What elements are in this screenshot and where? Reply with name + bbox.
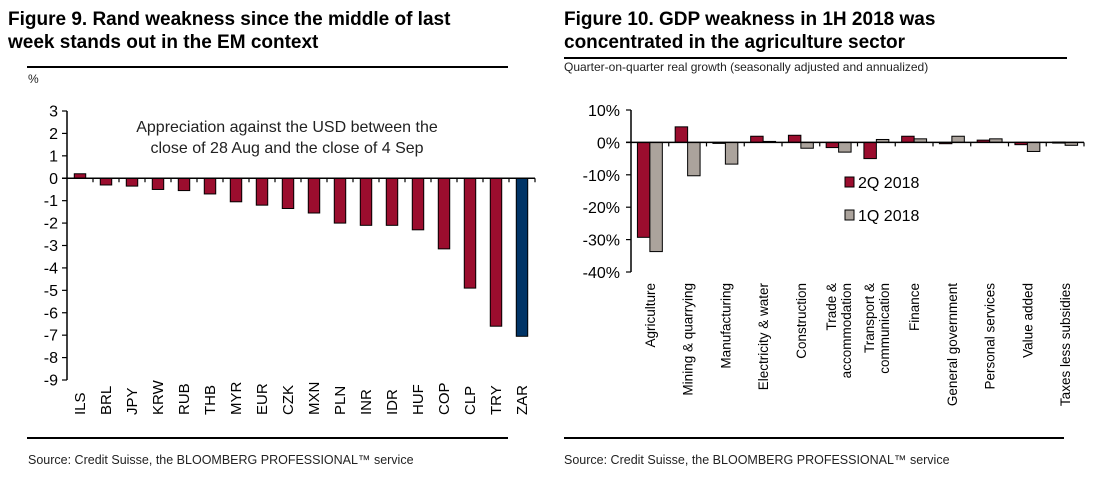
- x-tick-label: MXN: [306, 382, 323, 415]
- y-tick-label: -1: [44, 193, 58, 210]
- x-tick-label: Personal services: [983, 283, 998, 390]
- y-tick-label: 2: [49, 126, 58, 143]
- bar-2q-7: [901, 135, 915, 143]
- figure-9-title-rule: [27, 66, 508, 68]
- x-tick-label: accommodation: [839, 283, 854, 378]
- figure-10-title-rule: [564, 57, 1067, 59]
- figure-9-title-line-1: Figure 9. Rand weakness since the middle…: [8, 9, 451, 30]
- bar-1q-8: [951, 135, 965, 143]
- x-tick-label: CLP: [462, 386, 479, 415]
- legend-swatch-2q: [844, 176, 855, 188]
- y-tick-label: -2: [44, 216, 58, 233]
- figure-10-source: Source: Credit Suisse, the BLOOMBERG PRO…: [564, 453, 950, 467]
- x-tick-label: INR: [358, 389, 375, 415]
- annotation-line-1: Appreciation against the USD between the: [136, 119, 438, 136]
- figure-9-source: Source: Credit Suisse, the BLOOMBERG PRO…: [28, 453, 414, 467]
- legend-label-2q: 2Q 2018: [858, 175, 919, 192]
- y-tick-label: 1: [49, 148, 58, 165]
- annotation-line-2: close of 28 Aug and the close of 4 Sep: [150, 140, 423, 157]
- x-tick-label: Value added: [1020, 283, 1035, 358]
- y-tick-label: -20%: [583, 200, 620, 217]
- bar-2q-1: [674, 126, 689, 143]
- figure-10-subtitle: Quarter-on-quarter real growth (seasonal…: [564, 60, 929, 74]
- x-tick-label: EUR: [254, 383, 271, 415]
- figure-9-title-line-2: week stands out in the EM context: [8, 32, 319, 53]
- x-tick-label: KRW: [150, 379, 167, 415]
- y-tick-label: -6: [44, 305, 58, 322]
- bar-2q-0: [636, 141, 651, 238]
- x-tick-label: Mining & quarrying: [681, 283, 696, 396]
- bar-2q-5: [825, 141, 840, 149]
- figure-10-title-line-2: concentrated in the agriculture sector: [564, 32, 906, 53]
- x-tick-label: communication: [877, 283, 892, 374]
- x-tick-label: Electricity & water: [756, 283, 771, 391]
- x-tick-label: ILS: [72, 392, 89, 415]
- y-tick-label: -30%: [583, 233, 620, 250]
- y-tick-label: 3: [49, 104, 58, 121]
- x-tick-label: Transport &: [862, 283, 877, 353]
- bar-1q-4: [800, 141, 814, 149]
- x-tick-label: General government: [945, 283, 960, 406]
- bar-1q-0: [649, 141, 663, 253]
- x-tick-label: COP: [436, 382, 453, 415]
- figure-9-chart: 3 2 1 0 -1 -2 -3 -4 -5 -6 -7 -8 -9 ILS BRL JPY KRW RUB THB…: [44, 104, 536, 416]
- x-tick-label: MYR: [228, 382, 245, 416]
- y-tick-label: 10%: [588, 103, 620, 120]
- y-tick-label: -3: [44, 238, 58, 255]
- x-tick-label: ZAR: [514, 385, 531, 415]
- y-tick-label: 0%: [597, 135, 620, 152]
- y-tick-label: -4: [44, 260, 58, 277]
- x-tick-label: IDR: [384, 389, 401, 415]
- legend-swatch-1q: [844, 209, 855, 221]
- x-tick-label: PLN: [332, 386, 349, 415]
- figure-10-title-line-1: Figure 10. GDP weakness in 1H 2018 was: [564, 9, 936, 30]
- x-tick-label: Agriculture: [643, 283, 658, 348]
- x-tick-label: Taxes less subsidies: [1058, 283, 1073, 406]
- y-tick-label: -9: [44, 373, 58, 390]
- bar-2q-4: [787, 134, 802, 143]
- x-tick-label: Trade &: [824, 283, 839, 331]
- bar-2q-3: [750, 135, 764, 143]
- x-tick-label: THB: [202, 385, 219, 415]
- y-tick-label: -40%: [583, 265, 620, 282]
- x-tick-label: CZK: [280, 385, 297, 415]
- y-tick-label: -5: [44, 283, 58, 300]
- y-tick-label: 0: [49, 171, 58, 188]
- bar-1q-5: [838, 141, 852, 153]
- legend-label-1q: 1Q 2018: [858, 208, 919, 225]
- bar-1q-10: [1026, 141, 1041, 152]
- x-tick-label: HUF: [410, 384, 427, 415]
- bar-2q-6: [863, 141, 877, 160]
- bar-1q-1: [687, 141, 701, 177]
- x-tick-label: BRL: [98, 386, 115, 415]
- y-tick-label: -7: [44, 328, 58, 345]
- figure-10-bottom-rule: [564, 437, 1064, 439]
- x-tick-label: Construction: [794, 283, 809, 359]
- x-tick-label: Finance: [907, 283, 922, 331]
- bar-1q-2: [724, 141, 739, 165]
- x-tick-label: JPY: [124, 387, 141, 415]
- x-tick-label: TRY: [488, 385, 505, 415]
- x-tick-label: RUB: [176, 383, 193, 415]
- figure-9-bottom-rule: [27, 437, 508, 439]
- figure-9-unit-label: %: [28, 72, 39, 86]
- y-tick-label: -8: [44, 350, 58, 367]
- y-tick-label: -10%: [583, 168, 620, 185]
- x-tick-label: Manufacturing: [718, 283, 733, 369]
